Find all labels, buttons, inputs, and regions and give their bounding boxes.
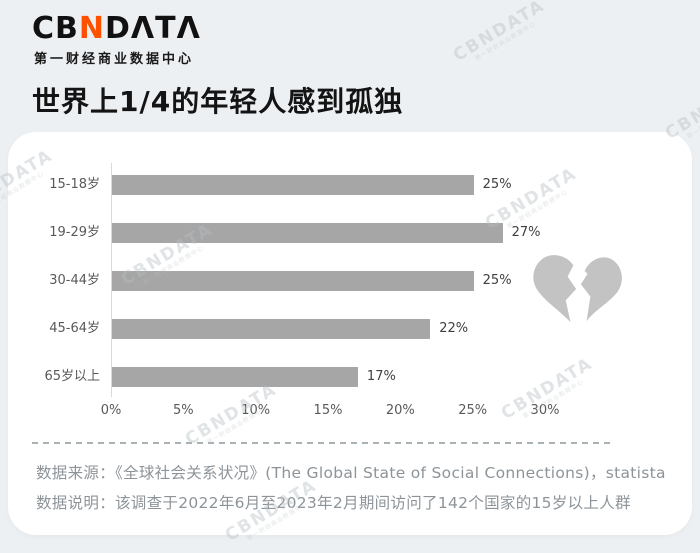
bar-row: 65岁以上 17% [8, 367, 692, 387]
y-axis-line [111, 163, 112, 397]
x-tick-label: 5% [173, 403, 194, 418]
bar [112, 175, 474, 195]
logo-suffix: DΛTΛ [105, 11, 201, 46]
bar-row: 19-29岁 27% [8, 223, 692, 243]
value-label: 27% [511, 225, 541, 240]
logo-subtitle: 第一财经商业数据中心 [34, 52, 195, 67]
dashed-divider [32, 442, 612, 444]
category-label: 19-29岁 [49, 225, 100, 240]
x-tick-label: 15% [313, 403, 343, 418]
bar [112, 367, 358, 387]
value-label: 17% [366, 369, 396, 384]
bar-row: 15-18岁 25% [8, 175, 692, 195]
bar-row: 45-64岁 22% [8, 319, 692, 339]
value-label: 22% [439, 321, 469, 336]
plot-area: 15-18岁 25% 19-29岁 27% 30-44岁 25% 45-64岁 22% 65岁以… [8, 132, 692, 535]
category-label: 30-44岁 [49, 273, 100, 288]
cbndata-logo: CBNDΛTΛ [32, 12, 201, 46]
value-label: 25% [482, 177, 512, 192]
note-line: 数据说明：该调查于2022年6月至2023年2月期间访问了142个国家的15岁以… [36, 494, 631, 512]
chart-card: 15-18岁 25% 19-29岁 27% 30-44岁 25% 45-64岁 22% 65岁以… [8, 132, 692, 535]
x-tick-label: 25% [458, 403, 488, 418]
logo-prefix: CB [32, 11, 79, 46]
bar [112, 319, 431, 339]
broken-heart-icon [533, 255, 622, 323]
bar [112, 223, 503, 243]
x-tick-label: 0% [100, 403, 122, 418]
x-tick-label: 30% [530, 403, 560, 418]
category-label: 45-64岁 [49, 321, 100, 336]
category-label: 15-18岁 [49, 177, 100, 192]
category-label: 65岁以上 [44, 369, 100, 384]
page-title: 世界上1/4的年轻人感到孤独 [32, 85, 404, 118]
value-label: 25% [482, 273, 512, 288]
bar [112, 271, 474, 291]
x-tick-label: 20% [385, 403, 415, 418]
x-tick-label: 10% [241, 403, 271, 418]
source-line: 数据来源：《全球社会关系状况》(The Global State of Soci… [36, 464, 666, 482]
bar-row: 30-44岁 25% [8, 271, 692, 291]
logo-accent: N [78, 11, 105, 46]
